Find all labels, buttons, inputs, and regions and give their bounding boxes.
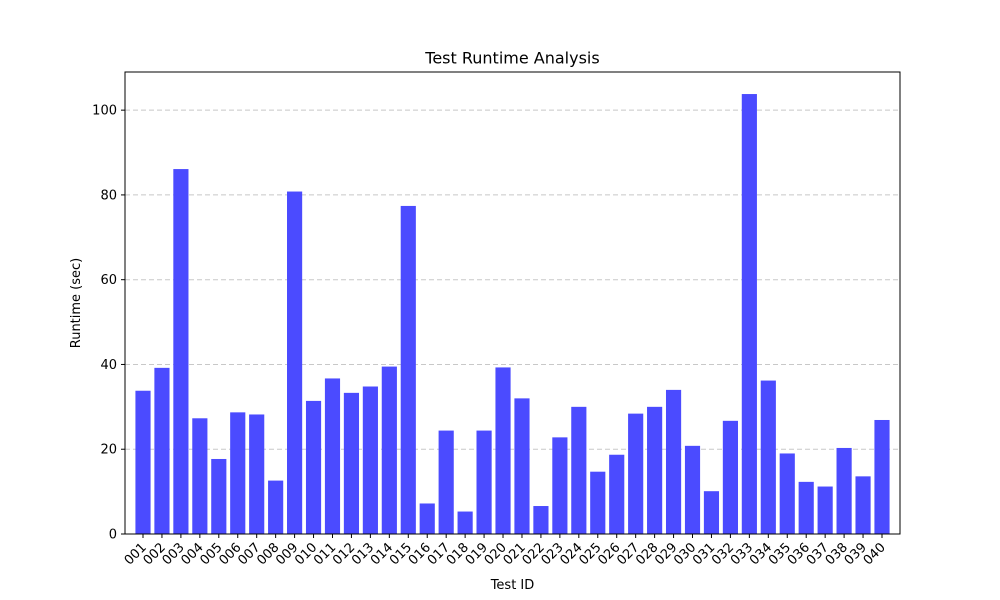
bar-022 bbox=[533, 506, 549, 534]
bar-036 bbox=[798, 481, 814, 534]
y-tick-label: 20 bbox=[100, 443, 117, 458]
bar-027 bbox=[628, 413, 644, 534]
y-tick-label: 80 bbox=[100, 188, 117, 203]
bar-038 bbox=[836, 447, 852, 534]
bar-024 bbox=[571, 406, 587, 534]
bar-001 bbox=[135, 390, 151, 534]
bar-031 bbox=[703, 491, 720, 534]
y-tick-label: 100 bbox=[92, 104, 117, 119]
bar-037 bbox=[817, 486, 833, 534]
bar-008 bbox=[268, 480, 284, 534]
bar-026 bbox=[609, 454, 625, 534]
bar-011 bbox=[324, 378, 341, 534]
bar-014 bbox=[381, 366, 397, 534]
bar-005 bbox=[211, 458, 227, 534]
bar-004 bbox=[192, 418, 208, 534]
y-tick-label: 40 bbox=[100, 358, 117, 373]
bar-033 bbox=[741, 94, 757, 534]
y-axis-label: Runtime (sec) bbox=[69, 258, 84, 349]
x-axis-label: Test ID bbox=[490, 578, 535, 593]
bar-030 bbox=[684, 445, 701, 534]
bar-012 bbox=[343, 392, 360, 534]
bar-019 bbox=[476, 430, 492, 534]
plot-frame bbox=[124, 71, 901, 535]
bar-016 bbox=[419, 503, 435, 534]
bar-020 bbox=[495, 367, 511, 534]
bars bbox=[135, 94, 890, 534]
bar-029 bbox=[665, 389, 682, 534]
y-axis-ticks: 0 20 40 60 80 100 bbox=[92, 104, 125, 543]
bar-013 bbox=[362, 386, 378, 534]
bar-032 bbox=[722, 420, 738, 534]
bar-007 bbox=[249, 414, 265, 534]
chart-title: Test Runtime Analysis bbox=[424, 49, 599, 68]
bar-023 bbox=[552, 437, 568, 534]
bar-006 bbox=[230, 412, 246, 534]
bar-003 bbox=[173, 169, 189, 534]
bar-025 bbox=[590, 471, 606, 534]
bar-002 bbox=[154, 367, 170, 534]
bar-017 bbox=[438, 430, 454, 534]
bar-040 bbox=[874, 419, 890, 534]
bar-009 bbox=[287, 191, 303, 534]
bar-010 bbox=[305, 400, 322, 534]
bar-021 bbox=[514, 398, 530, 534]
bar-034 bbox=[760, 380, 776, 534]
y-tick-label: 60 bbox=[100, 273, 117, 288]
bar-028 bbox=[647, 406, 663, 534]
bar-015 bbox=[400, 205, 416, 534]
bar-035 bbox=[779, 453, 795, 534]
y-tick-label: 0 bbox=[109, 528, 117, 543]
bar-018 bbox=[457, 511, 473, 534]
bar-039 bbox=[855, 476, 871, 534]
